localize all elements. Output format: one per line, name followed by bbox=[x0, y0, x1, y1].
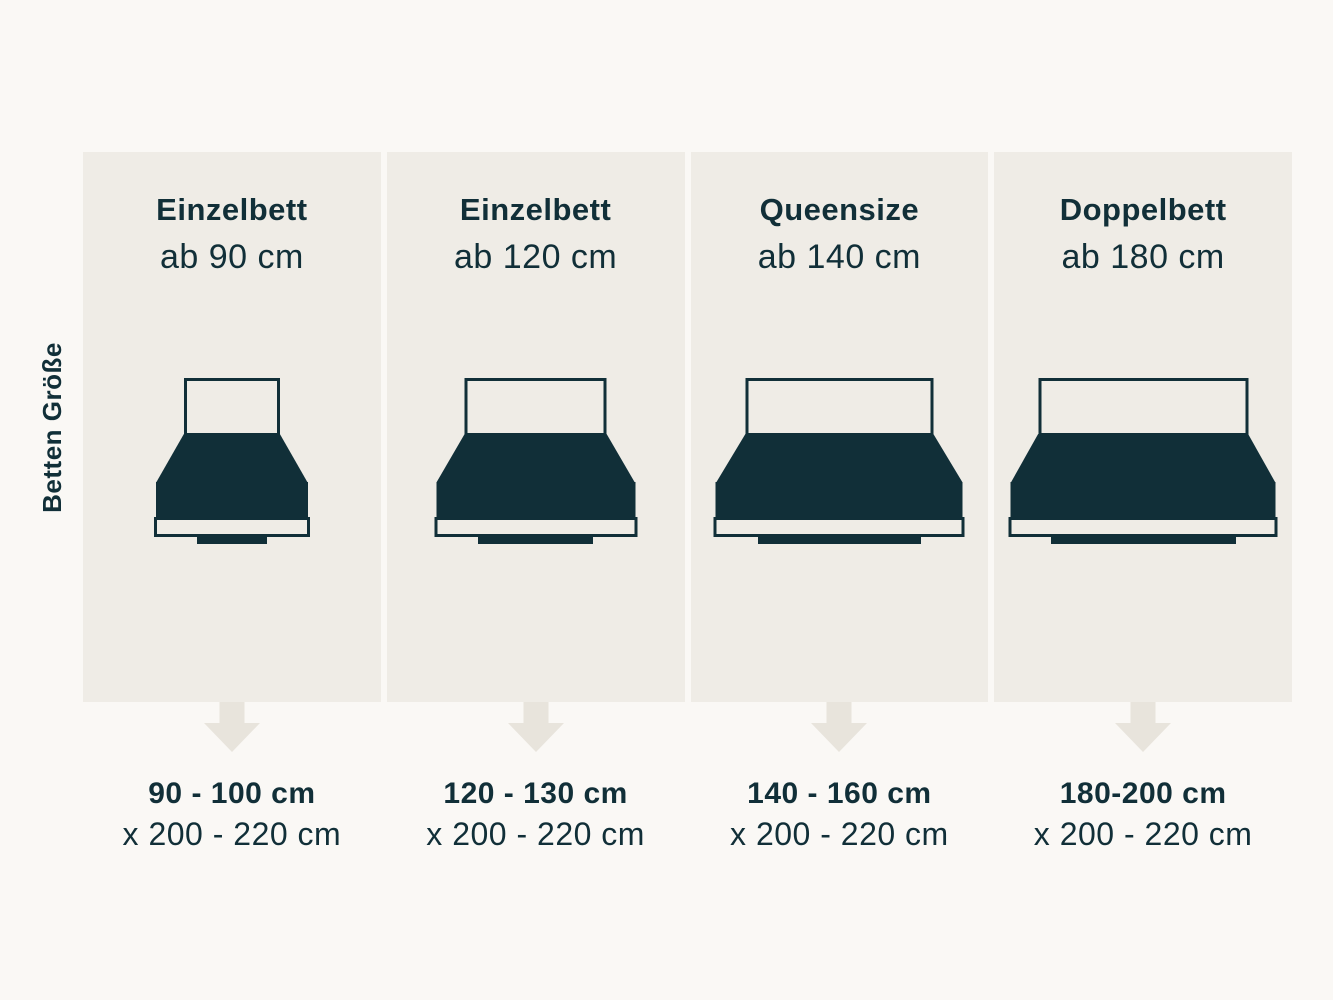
arrow-head bbox=[1115, 723, 1172, 752]
bed-mattress bbox=[436, 434, 635, 483]
bed-column: Queensize ab 140 cm 140 - 160 cm x 200 -… bbox=[690, 152, 989, 852]
bed-min-width: ab 90 cm bbox=[159, 238, 304, 276]
bed-headboard bbox=[464, 378, 607, 436]
bed-foot bbox=[478, 537, 594, 544]
bed-mattress bbox=[716, 434, 963, 483]
arrow-down-icon bbox=[507, 702, 564, 752]
bed-type-title: Einzelbett bbox=[459, 192, 612, 227]
bed-min-width: ab 140 cm bbox=[757, 238, 921, 276]
size-length-range: x 200 - 220 cm bbox=[730, 816, 949, 852]
arrow-down-icon bbox=[1115, 702, 1172, 752]
vertical-axis-label: Betten Größe bbox=[36, 341, 67, 513]
bed-column: Einzelbett ab 90 cm 90 - 100 cm x 200 - … bbox=[83, 152, 381, 852]
bed-illustration bbox=[153, 378, 310, 544]
bed-illustration bbox=[434, 378, 638, 544]
bed-headboard bbox=[1038, 378, 1249, 436]
bed-type-title: Doppelbett bbox=[1059, 192, 1227, 227]
bed-min-width: ab 120 cm bbox=[453, 238, 618, 276]
size-label: 90 - 100 cm x 200 - 220 cm bbox=[73, 774, 391, 854]
bed-illustration bbox=[713, 378, 965, 544]
bed-type-title: Queensize bbox=[759, 192, 920, 227]
size-length-range: x 200 - 220 cm bbox=[426, 816, 645, 852]
bed-column: Einzelbett ab 120 cm 120 - 130 cm x 200 … bbox=[386, 152, 685, 852]
size-label: 120 - 130 cm x 200 - 220 cm bbox=[377, 774, 695, 854]
size-label: 140 - 160 cm x 200 - 220 cm bbox=[681, 774, 999, 854]
size-length-range: x 200 - 220 cm bbox=[1033, 816, 1253, 852]
arrow-down-icon bbox=[811, 702, 868, 752]
size-width-range: 120 - 130 cm bbox=[443, 777, 628, 810]
arrow-stem bbox=[1130, 702, 1156, 724]
bed-mattress bbox=[1011, 434, 1276, 483]
bed-base bbox=[155, 482, 308, 517]
bed-size-columns: Einzelbett ab 90 cm 90 - 100 cm x 200 - … bbox=[83, 152, 1292, 852]
bed-base bbox=[436, 482, 636, 517]
size-width-range: 140 - 160 cm bbox=[747, 777, 932, 810]
arrow-down-icon bbox=[203, 702, 260, 752]
bed-frame bbox=[153, 517, 310, 537]
bed-headboard bbox=[745, 378, 934, 436]
size-label: 180-200 cm x 200 - 220 cm bbox=[984, 774, 1302, 854]
bed-foot bbox=[196, 537, 267, 544]
bed-frame bbox=[713, 517, 965, 537]
bed-frame bbox=[1008, 517, 1278, 537]
size-length-range: x 200 - 220 cm bbox=[122, 816, 342, 852]
arrow-head bbox=[203, 723, 260, 752]
arrow-stem bbox=[523, 702, 549, 724]
arrow-head bbox=[811, 723, 868, 752]
bed-foot bbox=[1050, 537, 1236, 544]
size-width-range: 180-200 cm bbox=[1059, 777, 1227, 810]
bed-column: Doppelbett ab 180 cm 180-200 cm x 200 - … bbox=[994, 152, 1292, 852]
bed-mattress bbox=[156, 434, 308, 483]
vertical-axis-label-wrap: Betten Größe bbox=[10, 152, 94, 702]
bed-foot bbox=[757, 537, 921, 544]
bed-frame bbox=[434, 517, 638, 537]
arrow-stem bbox=[219, 702, 245, 724]
arrow-head bbox=[507, 723, 564, 752]
bed-illustration bbox=[1008, 378, 1278, 544]
bed-min-width: ab 180 cm bbox=[1061, 238, 1225, 276]
bed-base bbox=[1010, 482, 1276, 517]
size-width-range: 90 - 100 cm bbox=[148, 777, 316, 810]
bed-type-title: Einzelbett bbox=[156, 192, 308, 227]
bed-headboard bbox=[183, 378, 280, 436]
bed-base bbox=[715, 482, 963, 517]
arrow-stem bbox=[826, 702, 852, 724]
